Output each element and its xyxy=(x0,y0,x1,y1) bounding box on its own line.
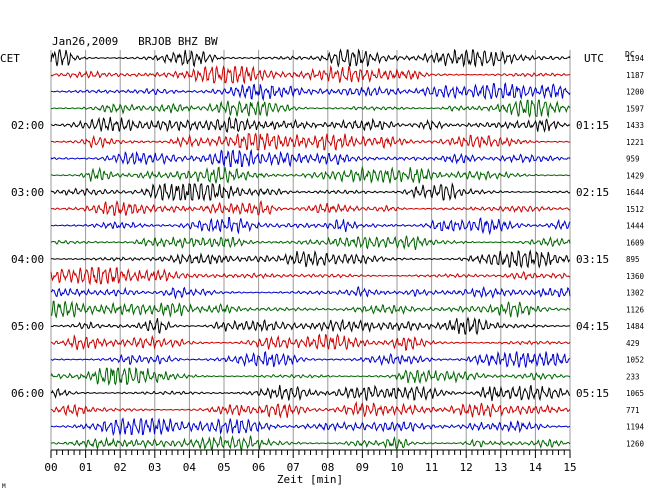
dc-offset-label: 1260 xyxy=(626,439,645,448)
dc-offset-label: 895 xyxy=(626,255,640,264)
dc-offset-label: 1052 xyxy=(626,356,644,365)
utc-time-label: 02:15 xyxy=(576,186,609,199)
trace-line xyxy=(50,48,571,68)
dc-offset-label: 771 xyxy=(626,406,640,415)
trace-line xyxy=(50,148,571,168)
dc-offset-label: 1221 xyxy=(626,138,644,147)
x-tick-label: 15 xyxy=(563,461,576,474)
dc-offset-label: 1194 xyxy=(626,423,645,432)
trace-line xyxy=(50,199,571,217)
cet-time-label: 03:00 xyxy=(11,186,44,199)
x-tick-label: 01 xyxy=(79,461,92,474)
trace-line xyxy=(50,235,571,250)
trace-line xyxy=(50,400,571,419)
cet-time-label: 05:00 xyxy=(11,320,44,333)
dc-offset-label: 1194 xyxy=(626,54,645,63)
trace-line xyxy=(50,417,571,437)
dc-offset-label: 1200 xyxy=(626,88,645,97)
dc-offset-label: 1512 xyxy=(626,205,644,214)
dc-offset-label: 1433 xyxy=(626,121,644,130)
x-tick-label: 04 xyxy=(183,461,197,474)
x-tick-label: 07 xyxy=(287,461,300,474)
trace-line xyxy=(50,132,571,151)
dc-offset-label: 1302 xyxy=(626,289,644,298)
x-tick-label: 10 xyxy=(390,461,403,474)
x-tick-label: 00 xyxy=(44,461,57,474)
x-tick-label: 02 xyxy=(114,461,127,474)
utc-time-label: 03:15 xyxy=(576,253,609,266)
dc-offset-label: 1429 xyxy=(626,171,644,180)
dc-offset-label: 1360 xyxy=(626,272,645,281)
trace-line xyxy=(50,366,571,387)
chart-labels: Jan26,2009 BRJOB BHZ BW CET UTC DC Zeit … xyxy=(0,35,645,490)
left-axis-label: CET xyxy=(0,52,20,65)
x-tick-label: 03 xyxy=(148,461,161,474)
trace-line xyxy=(50,182,571,202)
x-tick-label: 14 xyxy=(529,461,543,474)
dc-offset-label: 1597 xyxy=(626,104,644,113)
dc-offset-label: 429 xyxy=(626,339,640,348)
dc-offset-label: 1644 xyxy=(626,188,645,197)
right-axis-label: UTC xyxy=(584,52,604,65)
trace-line xyxy=(50,99,571,119)
utc-time-label: 05:15 xyxy=(576,387,609,400)
utc-time-label: 01:15 xyxy=(576,119,609,132)
trace-line xyxy=(50,384,571,402)
x-tick-label: 06 xyxy=(252,461,265,474)
cet-time-label: 02:00 xyxy=(11,119,44,132)
x-tick-label: 13 xyxy=(494,461,507,474)
trace-line xyxy=(50,285,571,300)
seismic-traces xyxy=(50,48,571,451)
utc-time-label: 04:15 xyxy=(576,320,609,333)
trace-line xyxy=(50,316,571,336)
trace-line xyxy=(50,266,571,286)
x-axis: 00 01 02 03 04 05 06 07 08 09 10 11 12 13 14 15 xyxy=(44,449,577,474)
cet-time-label: 04:00 xyxy=(11,253,44,266)
trace-line xyxy=(50,116,571,133)
dc-offset-label: 1609 xyxy=(626,238,644,247)
trace-line xyxy=(50,333,571,352)
trace-line xyxy=(50,217,571,236)
trace-line xyxy=(50,64,571,85)
footer-mark: M xyxy=(2,483,6,490)
trace-line xyxy=(50,350,571,368)
x-axis-label: Zeit [min] xyxy=(277,473,343,486)
x-tick-label: 11 xyxy=(425,461,438,474)
trace-line xyxy=(50,165,571,184)
dc-offset-label: 1065 xyxy=(626,389,644,398)
x-tick-label: 09 xyxy=(356,461,369,474)
x-tick-label: 12 xyxy=(460,461,473,474)
cet-time-label: 06:00 xyxy=(11,387,44,400)
trace-line xyxy=(50,435,571,451)
dc-offset-label: 1187 xyxy=(626,71,644,80)
dc-offset-label: 1126 xyxy=(626,305,645,314)
chart-title: Jan26,2009 BRJOB BHZ BW xyxy=(52,35,218,48)
time-grid xyxy=(50,50,571,450)
dc-offset-label: 1444 xyxy=(626,222,645,231)
x-tick-label: 08 xyxy=(321,461,334,474)
trace-line xyxy=(50,82,571,102)
dc-column-label: DC xyxy=(625,50,635,59)
dc-offset-label: 959 xyxy=(626,155,640,164)
trace-line xyxy=(50,249,571,269)
dc-offset-label: 233 xyxy=(626,372,640,381)
trace-line xyxy=(50,300,571,319)
x-tick-label: 05 xyxy=(217,461,230,474)
dc-offset-label: 1484 xyxy=(626,322,645,331)
